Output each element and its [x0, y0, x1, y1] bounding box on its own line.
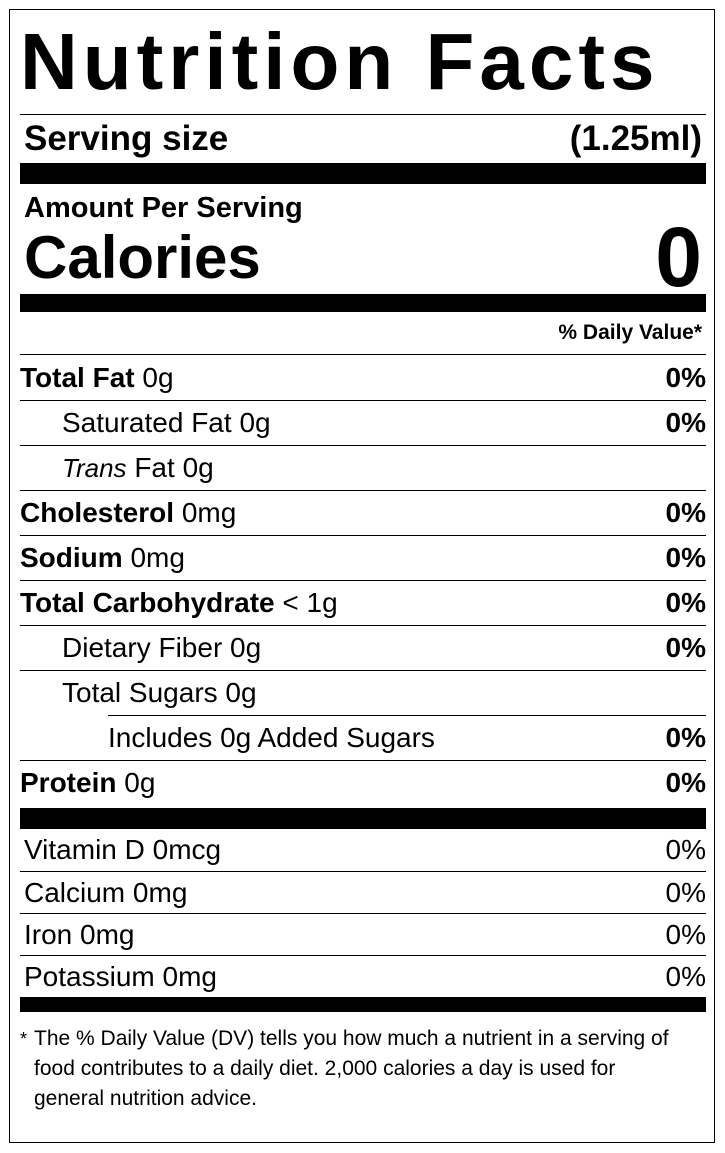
nutrient-name-italic: Trans: [62, 453, 127, 483]
nutrient-row: Protein 0g 0%: [20, 760, 706, 805]
nutrient-name: Protein: [20, 767, 117, 798]
nutrient-amount: 0g: [142, 361, 174, 393]
nutrient-amount: 0g: [230, 632, 262, 663]
vitamin-row: Potassium 0mg 0%: [20, 955, 706, 997]
nutrient-row: Dietary Fiber 0g 0%: [20, 625, 706, 670]
nutrient-amount: 0g: [239, 407, 271, 438]
vitamin-name: Iron: [24, 918, 73, 950]
nutrient-label: Total Fat 0g: [20, 362, 174, 394]
vitamin-name: Calcium: [24, 876, 126, 908]
nutrient-label: Dietary Fiber 0g: [20, 632, 261, 664]
nutrient-name: Cholesterol: [20, 497, 175, 528]
nutrient-name: Sodium: [20, 542, 123, 573]
nutrient-list: Total Fat 0g 0% Saturated Fat 0g 0% Trans Fa…: [20, 355, 706, 805]
thick-rule: [20, 808, 706, 829]
vitamin-label: Calcium 0mg: [24, 877, 187, 909]
nutrient-row: Total Fat 0g 0%: [20, 355, 706, 400]
vitamin-name: Vitamin D: [24, 834, 145, 865]
vitamin-label: Potassium 0mg: [24, 961, 217, 993]
daily-value: 0%: [665, 960, 706, 992]
nutrient-row: Cholesterol 0mg 0%: [20, 490, 706, 535]
vitamin-label: Iron 0mg: [24, 919, 135, 951]
calories-row: Calories 0: [20, 210, 706, 304]
nutrient-row: Total Sugars 0g: [20, 670, 706, 715]
nutrient-label: Protein 0g: [20, 767, 155, 799]
vitamin-amount: 0mg: [132, 876, 188, 908]
footnote-text: The % Daily Value (DV) tells you how muc…: [34, 1027, 669, 1110]
nutrient-label: Total Carbohydrate < 1g: [20, 587, 338, 619]
daily-value-header: % Daily Value*: [20, 312, 706, 355]
daily-value: 0%: [665, 918, 706, 950]
nutrient-name: Dietary Fiber: [62, 632, 223, 663]
daily-value: 0%: [665, 767, 706, 798]
nutrient-label: Trans Fat 0g: [20, 452, 214, 484]
footnote-marker: *: [20, 1029, 28, 1049]
nutrient-amount: < 1g: [282, 587, 338, 618]
vitamin-amount: 0mg: [80, 918, 135, 950]
nutrient-name: Total Carbohydrate: [20, 587, 275, 618]
nutrient-name: Total Fat: [20, 361, 135, 393]
vitamin-row: Vitamin D 0mcg 0%: [20, 829, 706, 871]
thick-rule: [20, 163, 706, 184]
calories-label: Calories: [24, 223, 261, 291]
nutrient-amount: 0mg: [130, 542, 185, 573]
serving-row: Serving size (1.25ml): [20, 115, 706, 163]
daily-value: 0%: [665, 632, 706, 663]
nutrient-row: Saturated Fat 0g 0%: [20, 400, 706, 445]
daily-value: 0%: [665, 407, 706, 438]
daily-value: 0%: [665, 876, 706, 908]
daily-value: 0%: [665, 722, 706, 753]
serving-label: Serving size: [24, 119, 229, 158]
amount-per-serving: Amount Per Serving: [24, 192, 303, 224]
vitamin-label: Vitamin D 0mcg: [24, 834, 221, 866]
nutrient-name: Includes 0g Added Sugars: [108, 722, 435, 753]
daily-value: 0%: [665, 834, 706, 865]
nutrient-row: Trans Fat 0g: [20, 445, 706, 490]
nutrient-amount: 0g: [225, 677, 257, 708]
nutrient-amount: 0mg: [181, 497, 237, 528]
nutrient-label: Sodium 0mg: [20, 542, 185, 574]
nutrient-label: Cholesterol 0mg: [20, 497, 236, 529]
daily-value: 0%: [665, 361, 706, 393]
vitamin-list: Vitamin D 0mcg 0% Calcium 0mg 0% Iron 0mg 0% P…: [20, 829, 706, 997]
vitamin-amount: 0mcg: [152, 834, 222, 865]
nutrient-row: Includes 0g Added Sugars 0%: [108, 715, 706, 760]
footnote: * The % Daily Value (DV) tells you how m…: [20, 1012, 706, 1114]
nutrient-amount: 0g: [182, 452, 214, 483]
nutrient-label: Total Sugars 0g: [20, 677, 257, 709]
nutrient-row: Sodium 0mg 0%: [20, 535, 706, 580]
nutrient-name: Total Sugars: [62, 677, 218, 708]
vitamin-name: Potassium: [24, 960, 155, 992]
vitamin-row: Calcium 0mg 0%: [20, 871, 706, 913]
serving-value: (1.25ml): [569, 119, 702, 158]
daily-value: 0%: [665, 542, 706, 573]
nutrient-label: Saturated Fat 0g: [20, 407, 271, 439]
thick-rule: [20, 294, 706, 312]
nutrient-label: Includes 0g Added Sugars: [108, 722, 435, 754]
vitamin-row: Iron 0mg 0%: [20, 913, 706, 955]
nutrient-row: Total Carbohydrate < 1g 0%: [20, 580, 706, 625]
nutrition-label: Nutrition Facts Serving size (1.25ml) Am…: [9, 9, 715, 1143]
daily-value: 0%: [665, 497, 706, 528]
title: Nutrition Facts: [20, 10, 706, 115]
nutrient-name: Fat: [134, 452, 175, 483]
vitamin-amount: 0mg: [162, 960, 217, 992]
nutrient-amount: 0g: [124, 767, 156, 798]
calories-value: 0: [655, 209, 702, 304]
daily-value: 0%: [665, 587, 706, 618]
thick-rule: [20, 997, 706, 1012]
nutrient-name: Saturated Fat: [62, 407, 232, 438]
